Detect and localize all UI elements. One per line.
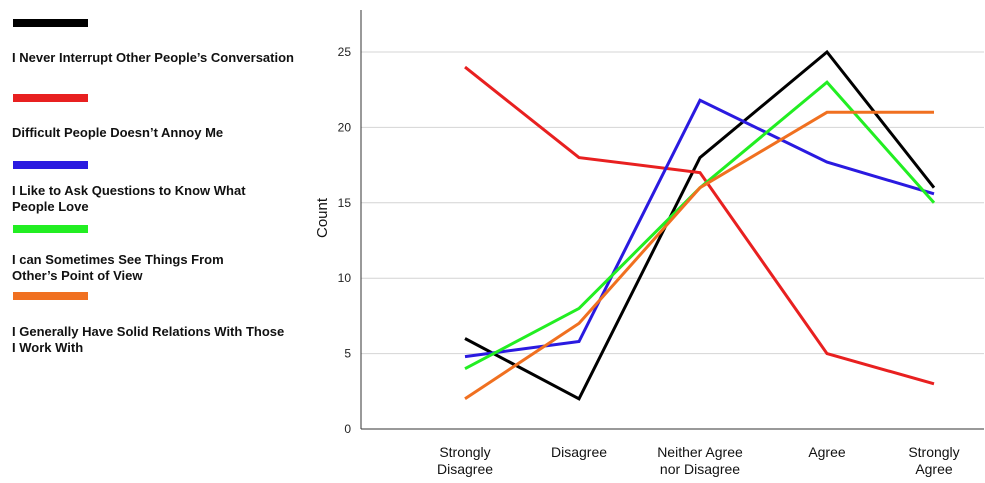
y-tick-label: 0	[344, 422, 351, 436]
legend-swatch-ask-questions	[13, 161, 88, 169]
series-line-5	[464, 110, 934, 401]
series-lines	[464, 49, 936, 401]
x-category-label: Disagree	[551, 444, 607, 460]
legend-label-point-of-view: I can Sometimes See Things From Other’s …	[12, 252, 224, 283]
y-tick-label: 20	[338, 120, 352, 134]
legend-swatch-difficult-people	[13, 94, 88, 102]
series-line-1	[464, 49, 936, 401]
gridlines	[361, 51, 984, 355]
legend-label-ask-questions: I Like to Ask Questions to Know What Peo…	[12, 183, 246, 214]
series-line-3	[464, 98, 935, 359]
x-category-label: Strongly Disagree	[437, 444, 493, 477]
x-category-label: Agree	[808, 444, 846, 460]
legend: I Never Interrupt Other People’s Convers…	[0, 0, 330, 483]
legend-swatch-point-of-view	[13, 225, 88, 233]
y-axis-title: Count	[314, 197, 331, 238]
x-category-label: Neither Agree nor Disagree	[657, 444, 743, 477]
legend-swatch-never-interrupt	[13, 19, 88, 27]
series-line-4	[464, 80, 936, 371]
legend-label-difficult-people: Difficult People Doesn’t Annoy Me	[12, 125, 224, 140]
y-tick-label: 5	[344, 347, 351, 361]
y-tick-label: 25	[338, 45, 352, 59]
x-category-labels: Strongly Disagree Disagree Neither Agree nor…	[437, 444, 960, 477]
axes	[360, 10, 984, 430]
line-chart: 0 5 10 15 20 25 Strongly Disagree Disagree Neith…	[314, 10, 984, 477]
y-tick-labels: 0 5 10 15 20 25	[338, 45, 352, 436]
y-tick-label: 15	[338, 196, 352, 210]
legend-swatch-solid-relations	[13, 292, 88, 300]
series-line-2	[464, 65, 935, 386]
y-tick-label: 10	[338, 271, 352, 285]
x-category-label: Strongly Agree	[908, 444, 959, 477]
legend-label-solid-relations: I Generally Have Solid Relations With Th…	[12, 324, 285, 355]
legend-label-never-interrupt: I Never Interrupt Other People’s Convers…	[12, 50, 294, 65]
